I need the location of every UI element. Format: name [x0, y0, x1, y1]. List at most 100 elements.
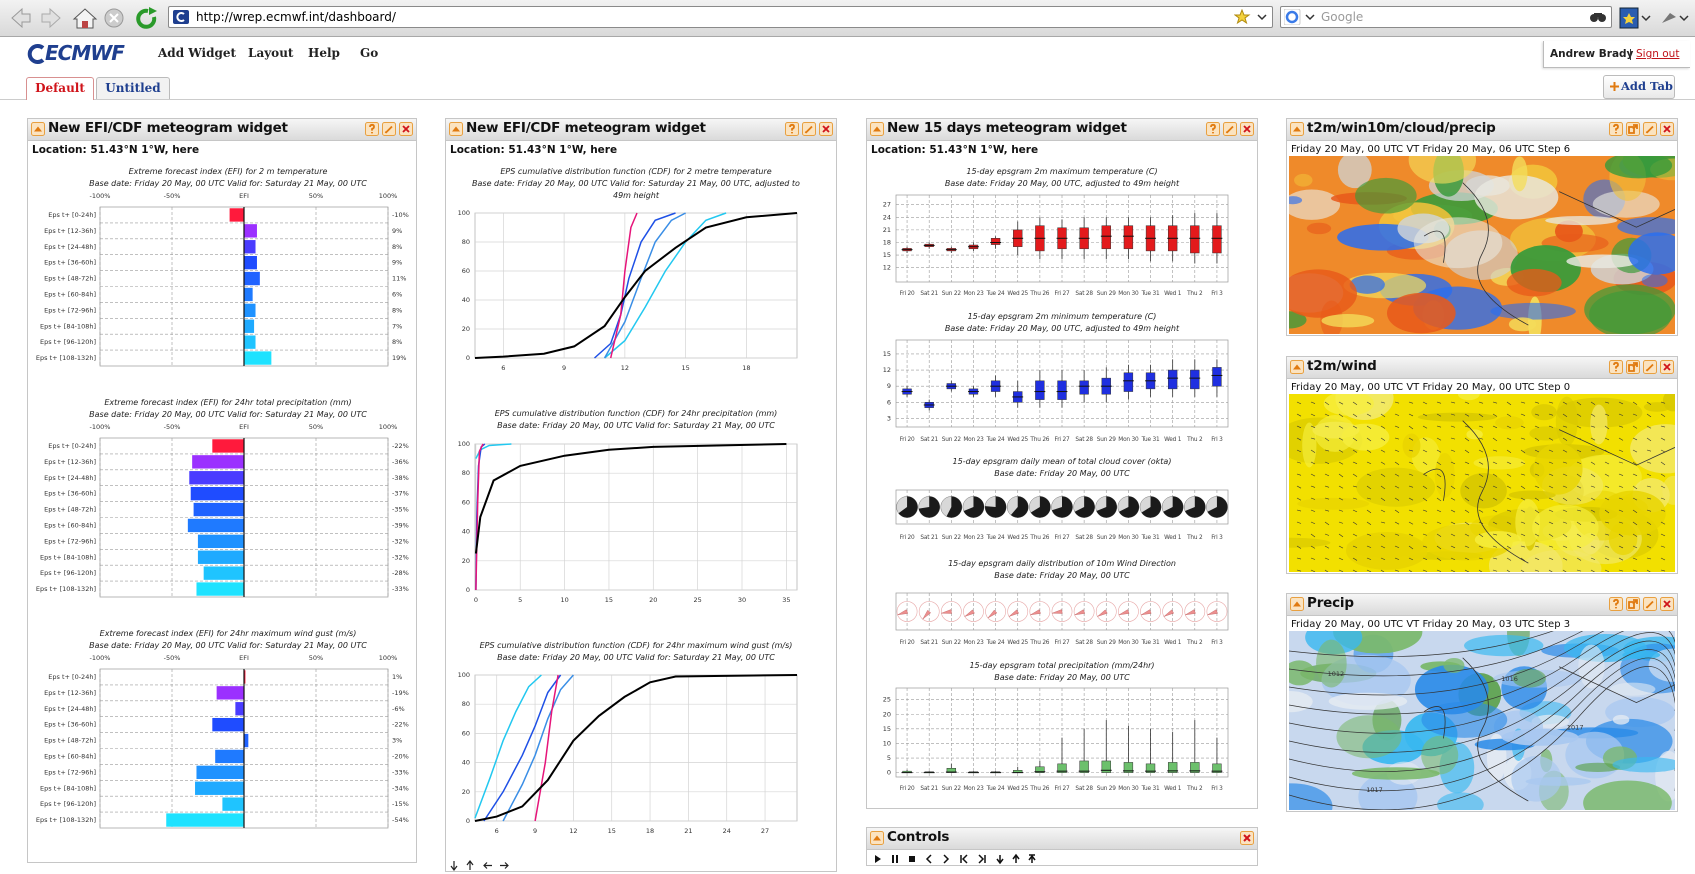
day-label: Sat 28	[1075, 640, 1093, 646]
edit-button[interactable]	[1223, 122, 1237, 136]
playback-controls[interactable]	[873, 851, 1073, 867]
y-tick-label: 80	[462, 238, 470, 246]
edit-button[interactable]	[382, 122, 396, 136]
x-tick-label: 50%	[309, 192, 323, 200]
plus-icon	[1610, 82, 1619, 91]
help-button[interactable]	[785, 122, 799, 136]
close-button[interactable]	[1660, 597, 1674, 611]
widget-title: New EFI/CDF meteogram widget	[48, 120, 288, 136]
day-label: Thu 2	[1186, 291, 1203, 297]
help-button[interactable]	[1609, 360, 1623, 374]
toggle-button[interactable]	[1290, 597, 1304, 611]
toggle-button[interactable]	[1290, 122, 1304, 136]
sign-out-link[interactable]: Sign out	[1630, 49, 1679, 60]
map-field	[1507, 269, 1562, 296]
x-tick-label: 50%	[309, 654, 323, 662]
close-button[interactable]	[1240, 831, 1254, 845]
y-tick-label: 100	[458, 209, 470, 217]
menu-item[interactable]: Add Widget	[158, 46, 236, 60]
user-box: Andrew Brady Sign out	[1543, 41, 1690, 68]
day-label: Sun 22	[942, 291, 962, 297]
x-tick-label: 6	[495, 827, 499, 835]
help-button[interactable]	[1609, 597, 1623, 611]
map-caption: Friday 20 May, 00 UTC VT Friday 20 May, …	[1291, 144, 1570, 155]
tab[interactable]: Untitled	[96, 77, 170, 99]
close-button[interactable]	[1240, 122, 1254, 136]
toggle-button[interactable]	[449, 122, 463, 136]
tab[interactable]: Default	[26, 77, 94, 100]
nav-arrow[interactable]	[467, 861, 473, 870]
day-label: Sun 29	[1097, 640, 1117, 646]
y-tick-label: 0	[466, 586, 470, 594]
bar	[212, 718, 244, 731]
nav-arrow[interactable]	[484, 863, 492, 869]
bookmark-star[interactable]	[1234, 9, 1270, 25]
menu-item[interactable]: Help	[308, 46, 340, 60]
category-label: Eps t+ [48-72h]	[44, 737, 96, 745]
day-label: Tue 31	[1141, 291, 1160, 297]
day-label: Tue 31	[1141, 437, 1160, 443]
search-button[interactable]	[1589, 10, 1607, 24]
day-label: Wed 1	[1164, 437, 1182, 443]
day-label: Thu 26	[1029, 640, 1049, 646]
x-tick-label: 15	[681, 364, 689, 372]
help-button[interactable]	[1609, 122, 1623, 136]
toggle-button[interactable]	[870, 122, 884, 136]
edit-button[interactable]	[1643, 360, 1657, 374]
box	[1080, 381, 1089, 394]
bar	[198, 535, 244, 548]
day-label: Mon 30	[1118, 291, 1139, 297]
nav-arrow[interactable]	[500, 863, 508, 869]
navigation-buttons[interactable]	[8, 5, 168, 31]
help-button[interactable]	[365, 122, 379, 136]
add-tab-button[interactable]: Add Tab	[1603, 75, 1675, 99]
value-label: -19%	[392, 689, 409, 697]
edit-button[interactable]	[1643, 597, 1657, 611]
x-tick-label: EFI	[239, 423, 249, 431]
edit-button[interactable]	[1643, 122, 1657, 136]
map: 1012101610171017	[1287, 616, 1677, 812]
popout-button[interactable]	[1626, 122, 1640, 136]
popout-button[interactable]	[1626, 597, 1640, 611]
chart-title: Base date: Friday 20 May, 00 UTC	[994, 469, 1130, 478]
value-label: -15%	[392, 800, 409, 808]
y-tick-label: 40	[462, 528, 470, 536]
widget-body: Friday 20 May, 00 UTC VT Friday 20 May, …	[1287, 141, 1677, 336]
map-field	[1475, 531, 1522, 548]
day-label: Wed 1	[1164, 786, 1182, 792]
bar	[191, 487, 244, 500]
y-tick-label: 12	[883, 264, 891, 272]
y-tick-label: 80	[462, 700, 470, 708]
menu-item[interactable]: Layout	[248, 46, 293, 60]
x-tick-label: EFI	[239, 192, 249, 200]
day-label: Fri 20	[900, 786, 915, 792]
menu-item[interactable]: Go	[360, 46, 378, 60]
url-bar[interactable]: http://wrep.ecmwf.int/dashboard/	[168, 6, 1273, 28]
box	[1190, 370, 1199, 389]
toggle-button[interactable]	[31, 122, 45, 136]
collapse-button[interactable]	[870, 831, 884, 845]
close-button[interactable]	[399, 122, 413, 136]
day-label: Sat 21	[920, 535, 938, 541]
browser-extensions[interactable]	[1618, 5, 1692, 31]
toggle-button[interactable]	[1290, 360, 1304, 374]
box	[1213, 226, 1222, 253]
close-button[interactable]	[819, 122, 833, 136]
logo-text: ECMWF	[45, 41, 124, 65]
map	[1287, 141, 1677, 336]
map-field	[1352, 767, 1440, 780]
search-bar[interactable]: Google	[1280, 6, 1612, 28]
day-label: Sun 29	[1097, 535, 1117, 541]
close-button[interactable]	[1660, 360, 1674, 374]
edit-button[interactable]	[802, 122, 816, 136]
popout-button[interactable]	[1626, 360, 1640, 374]
x-tick-label: 0	[474, 596, 478, 604]
chart-title: Base date: Friday 20 May, 00 UTC Valid f…	[89, 641, 367, 650]
help-button[interactable]	[1206, 122, 1220, 136]
day-label: Thu 26	[1029, 786, 1049, 792]
close-button[interactable]	[1660, 122, 1674, 136]
bar	[188, 519, 244, 532]
nav-arrow[interactable]	[451, 861, 457, 870]
value-label: -6%	[392, 705, 405, 713]
chart-navigation[interactable]	[451, 861, 508, 870]
